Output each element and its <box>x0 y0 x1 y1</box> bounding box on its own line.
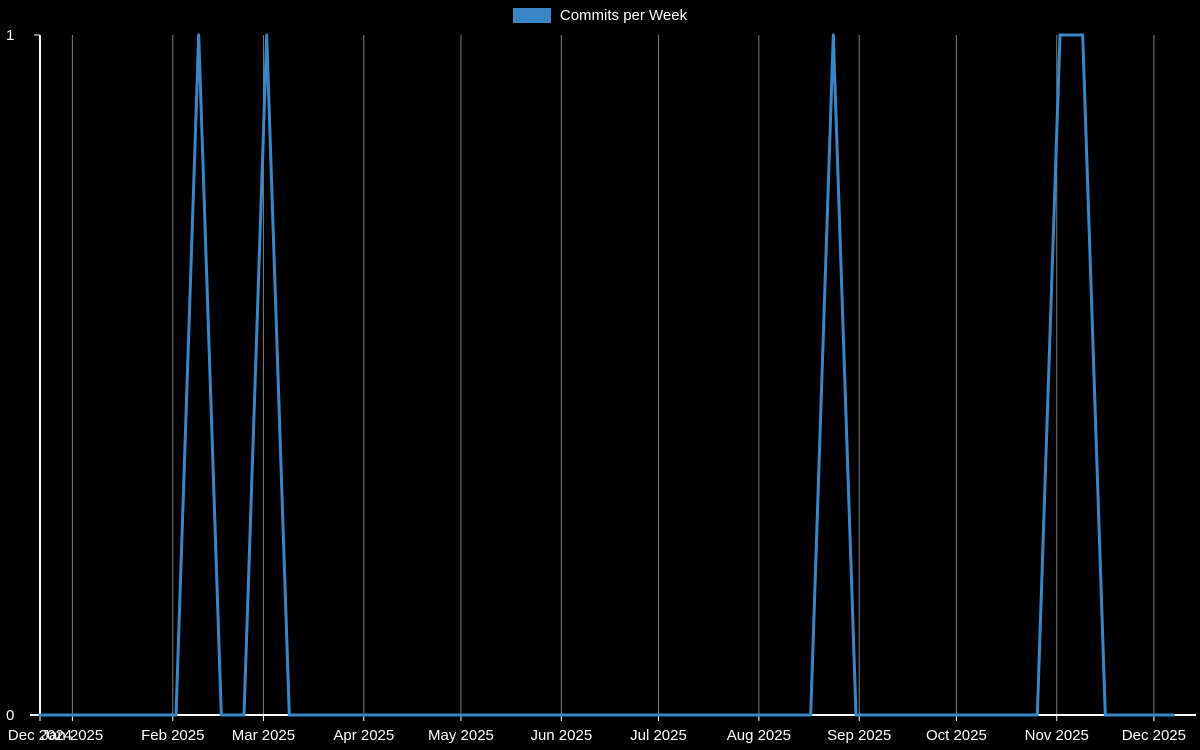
x-tick-label: Oct 2025 <box>926 727 987 744</box>
x-tick-label: Apr 2025 <box>333 727 394 744</box>
x-tick-label: Nov 2025 <box>1025 727 1089 744</box>
x-tick-label: Jul 2025 <box>630 727 687 744</box>
legend-swatch <box>512 8 551 23</box>
chart-legend[interactable]: Commits per Week <box>0 8 1200 23</box>
x-tick-label: Feb 2025 <box>141 727 204 744</box>
x-tick-label: Mar 2025 <box>232 727 295 744</box>
x-tick-label: Dec 2025 <box>1122 727 1186 744</box>
x-tick-label: Aug 2025 <box>727 727 791 744</box>
legend-label: Commits per Week <box>559 7 688 24</box>
x-tick-label: Sep 2025 <box>827 727 891 744</box>
y-tick-label: 0 <box>6 707 14 724</box>
x-tick-label: Jun 2025 <box>530 727 592 744</box>
x-tick-label: May 2025 <box>428 727 494 744</box>
x-tick-label: Jan 2025 <box>42 727 104 744</box>
commits-line-series <box>38 33 1175 717</box>
x-tick-label: Dec 2024 <box>8 727 72 744</box>
y-tick-label: 1 <box>6 27 14 44</box>
